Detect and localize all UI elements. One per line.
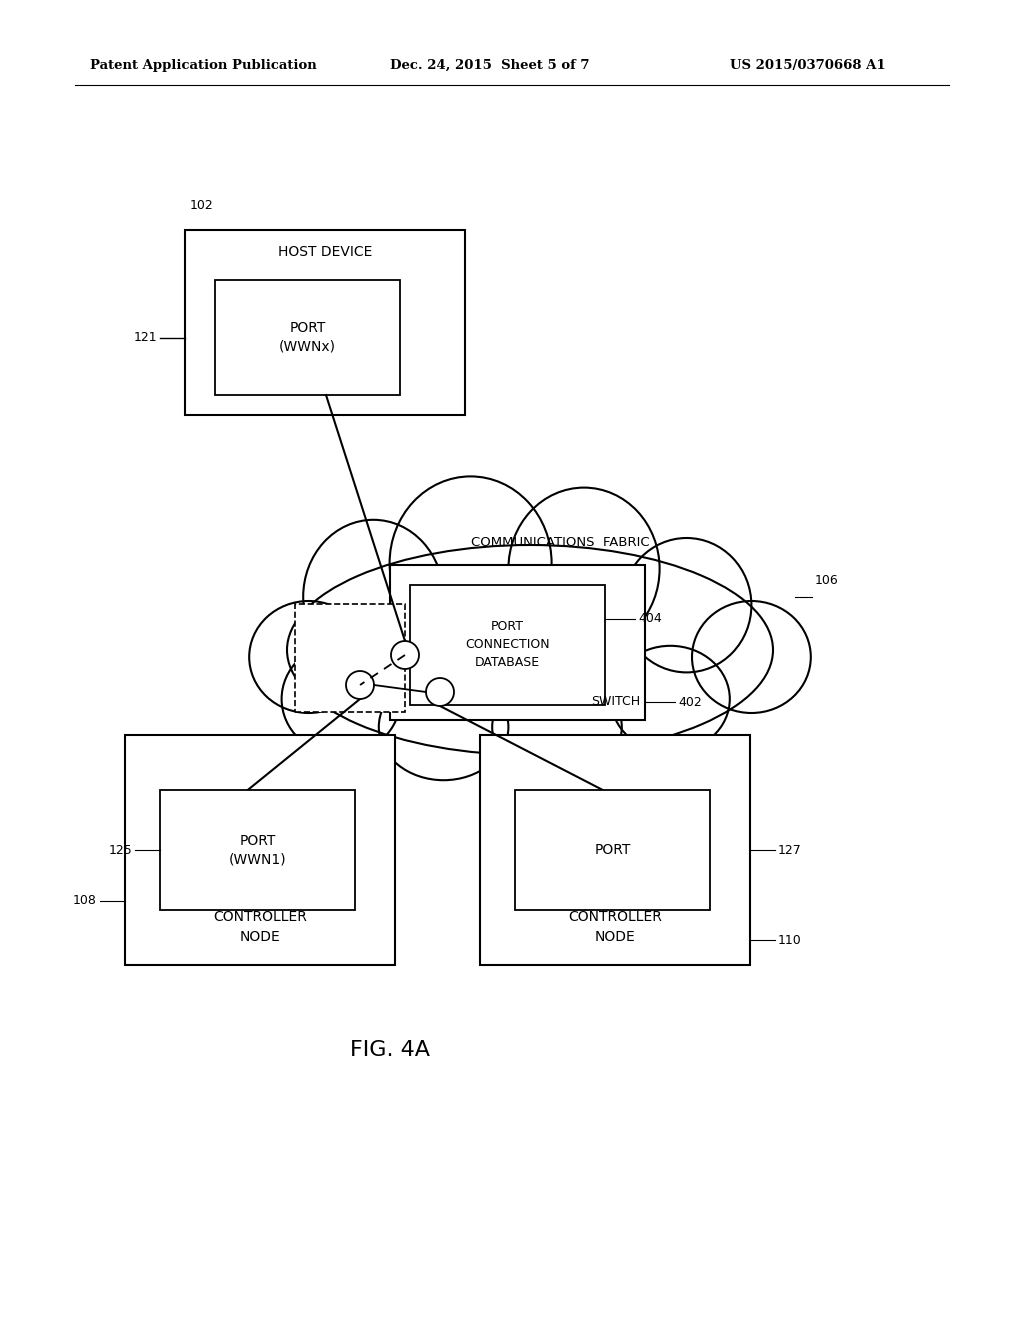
Bar [160,789,355,909]
Text: SWITCH: SWITCH [591,696,640,708]
Ellipse shape [389,477,552,649]
Ellipse shape [282,643,400,755]
Ellipse shape [493,673,622,780]
Bar [295,605,406,711]
Bar [215,280,400,395]
Text: US 2015/0370668 A1: US 2015/0370668 A1 [730,58,886,71]
Bar [515,789,710,909]
Text: 108: 108 [73,894,97,907]
Text: 121: 121 [133,331,157,345]
Text: PORT: PORT [594,843,631,857]
Text: HOST DEVICE: HOST DEVICE [278,246,372,259]
Text: Dec. 24, 2015  Sheet 5 of 7: Dec. 24, 2015 Sheet 5 of 7 [390,58,590,71]
Ellipse shape [379,673,508,780]
Bar [410,585,605,705]
Text: CONTROLLER
NODE: CONTROLLER NODE [213,911,307,944]
Text: COMMUNICATIONS  FABRIC: COMMUNICATIONS FABRIC [471,536,649,549]
Text: 125: 125 [109,843,132,857]
Text: 404: 404 [638,612,662,626]
Circle shape [391,642,419,669]
Text: PORT
(WWN1): PORT (WWN1) [228,834,287,866]
Text: CONTROLLER
NODE: CONTROLLER NODE [568,911,662,944]
Ellipse shape [692,601,811,713]
Bar [390,565,645,719]
Ellipse shape [249,601,368,713]
Ellipse shape [508,487,659,649]
Text: FIG. 4A: FIG. 4A [350,1040,430,1060]
Ellipse shape [287,545,773,755]
Ellipse shape [611,645,730,752]
Ellipse shape [622,539,752,672]
Circle shape [346,671,374,700]
Bar [185,230,465,414]
Text: 127: 127 [778,843,802,857]
Text: Patent Application Publication: Patent Application Publication [90,58,316,71]
Circle shape [426,678,454,706]
Text: 402: 402 [678,696,701,709]
Text: PORT
CONNECTION
DATABASE: PORT CONNECTION DATABASE [465,620,550,669]
Text: PORT
(WWNx): PORT (WWNx) [279,321,336,354]
Bar [125,735,395,965]
Text: 102: 102 [190,199,214,213]
Text: 106: 106 [815,573,839,586]
Text: 110: 110 [778,933,802,946]
Bar [480,735,750,965]
Ellipse shape [303,520,443,673]
